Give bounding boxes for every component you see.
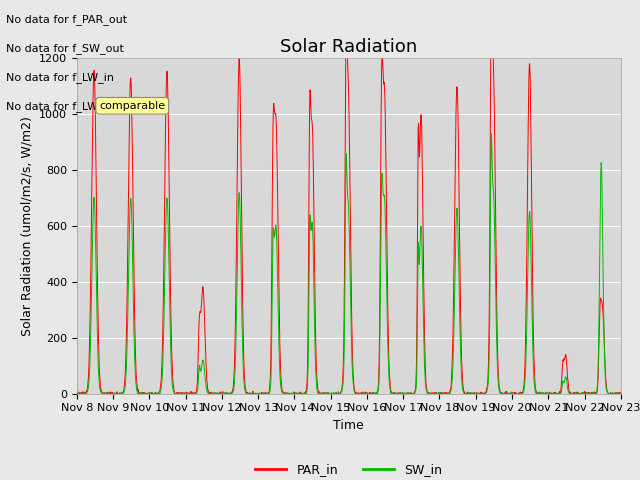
X-axis label: Time: Time <box>333 419 364 432</box>
Text: No data for f_SW_out: No data for f_SW_out <box>6 43 124 54</box>
Legend: PAR_in, SW_in: PAR_in, SW_in <box>250 458 447 480</box>
Text: No data for f_LW_in: No data for f_LW_in <box>6 72 115 83</box>
Text: comparable: comparable <box>99 101 165 111</box>
Text: No data for f_PAR_out: No data for f_PAR_out <box>6 14 127 25</box>
Text: No data for f_LW_out: No data for f_LW_out <box>6 101 122 112</box>
Title: Solar Radiation: Solar Radiation <box>280 38 417 56</box>
Y-axis label: Solar Radiation (umol/m2/s, W/m2): Solar Radiation (umol/m2/s, W/m2) <box>20 116 33 336</box>
